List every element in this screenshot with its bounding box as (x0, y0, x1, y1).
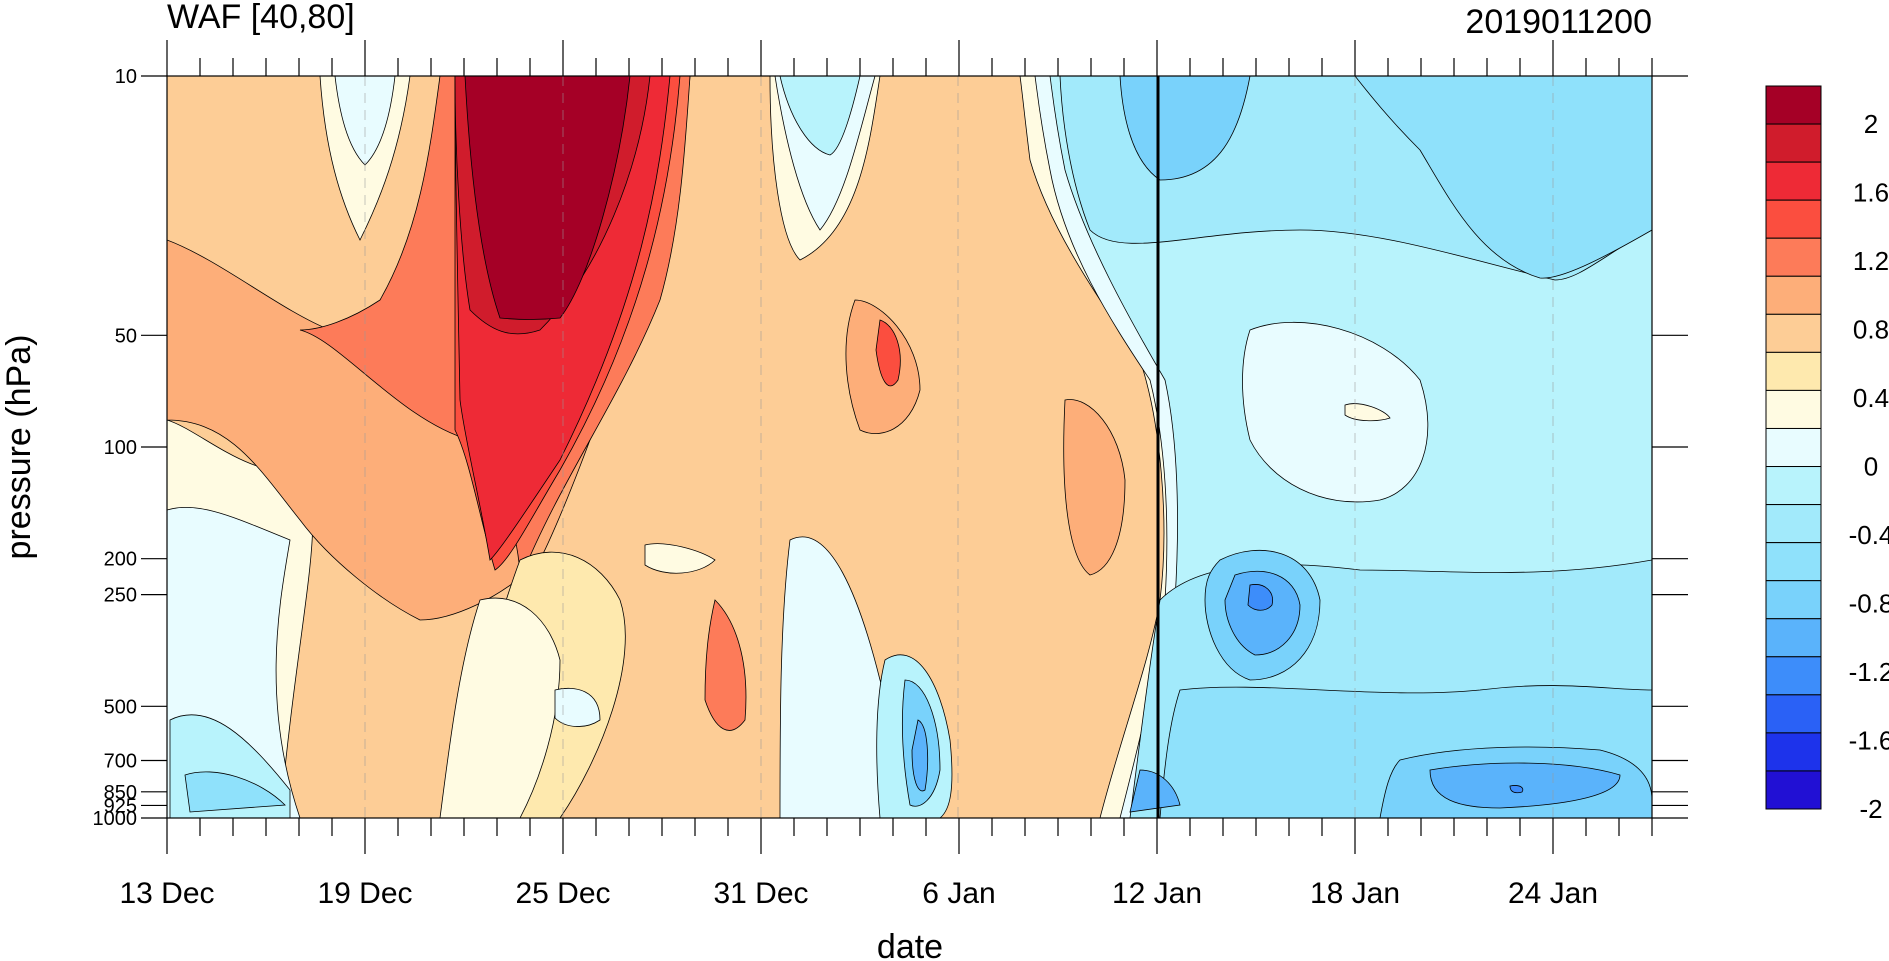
colorbar-label: -0.8 (1849, 589, 1889, 619)
region-mid-white (439, 597, 561, 818)
colorbar-label: 0.4 (1853, 383, 1889, 413)
y-axis-label: pressure (hPa) (0, 335, 38, 560)
vertical-guides (364, 76, 1554, 818)
chart-subtitle: 2019011200 (1465, 3, 1652, 41)
x-axis: 13 Dec 19 Dec 25 Dec 31 Dec 6 Jan 12 Jan 18 Ja… (119, 40, 1653, 910)
y-tick-label: 100 (104, 437, 137, 459)
plot-area (167, 76, 1652, 818)
region-west-lower-blue3 (184, 771, 286, 813)
region-blue-pocket-12jan (1129, 769, 1181, 813)
region-east-blue-upper-right (1354, 76, 1652, 279)
colorbar-box (1765, 542, 1822, 582)
region-orange-10jan (1063, 399, 1126, 576)
colorbar-label: -1.6 (1849, 726, 1889, 756)
region-lower-blue-5jan-core (911, 719, 929, 792)
colorbar-box (1765, 466, 1822, 506)
y-tick-label: 50 (115, 325, 137, 347)
x-tick-label: 6 Jan (922, 877, 995, 910)
x-axis-label: date (877, 928, 943, 961)
colorbar-box (1765, 694, 1822, 734)
colorbar-box (1765, 732, 1822, 772)
y-tick-label: 925 (104, 795, 137, 817)
region-orange-pocket-31dec (704, 599, 747, 731)
region-east-lower-blue4 (1429, 762, 1621, 809)
region-east-lower-blue-core (1509, 785, 1524, 794)
region-top-blue-2jan-inner (779, 76, 861, 156)
colorbar-box (1765, 161, 1822, 201)
region-east-white-oval (1242, 321, 1429, 503)
x-tick-label: 31 Dec (713, 877, 808, 910)
colorbar-box (1765, 313, 1822, 353)
colorbar-label: 1.2 (1853, 246, 1889, 276)
colorbar-box (1765, 504, 1822, 544)
region-darkred-core (464, 76, 631, 320)
region-red-dot-5jan (875, 319, 901, 387)
colorbar-box (1765, 580, 1822, 620)
region-mid-blue-pocket (554, 687, 601, 727)
colorbar-box (1765, 123, 1822, 163)
y-tick-label: 10 (115, 66, 137, 88)
colorbar: 2 1.6 1.2 0.8 0.4 0 -0.4 -0.8 -1.2 -1.6 -2 (1765, 85, 1889, 824)
x-tick-label: 24 Jan (1508, 877, 1598, 910)
colorbar-label: 1.6 (1853, 178, 1889, 208)
colorbar-box (1765, 770, 1822, 810)
colorbar-label: -2 (1859, 794, 1882, 824)
colorbar-label: 0.8 (1853, 315, 1889, 345)
chart-title: WAF [40,80] (167, 0, 355, 36)
colorbar-box (1765, 275, 1822, 315)
colorbar-box (1765, 656, 1822, 696)
x-tick-label: 18 Jan (1310, 877, 1400, 910)
y-tick-label: 700 (104, 751, 137, 773)
colorbar-label: -1.2 (1849, 657, 1889, 687)
colorbar-box (1765, 237, 1822, 277)
colorbar-box (1765, 427, 1822, 468)
colorbar-box (1765, 199, 1822, 239)
colorbar-box (1765, 351, 1822, 391)
colorbar-label: 2 (1864, 109, 1878, 139)
y-tick-label: 500 (104, 696, 137, 718)
region-east-blue-upper (1119, 76, 1251, 181)
region-east-white-dot (1344, 403, 1391, 422)
y-tick-label: 850 (104, 782, 137, 804)
colorbar-label: -0.4 (1849, 520, 1889, 550)
y-tick-label: 200 (104, 549, 137, 571)
region-blue-cell-15jan-2 (1224, 570, 1301, 656)
x-tick-label: 19 Dec (317, 877, 412, 910)
region-white-lens (644, 543, 716, 574)
colorbar-box (1765, 389, 1822, 429)
x-tick-label: 12 Jan (1112, 877, 1202, 910)
x-tick-label: 13 Dec (119, 877, 214, 910)
x-tick-label: 25 Dec (515, 877, 610, 910)
y-tick-label: 1000 (93, 808, 138, 830)
colorbar-box (1765, 85, 1822, 125)
y-tick-label: 250 (104, 585, 137, 607)
colorbar-box (1765, 618, 1822, 658)
colorbar-label: 0 (1864, 452, 1878, 482)
region-blue-cell-15jan-core (1247, 584, 1273, 611)
